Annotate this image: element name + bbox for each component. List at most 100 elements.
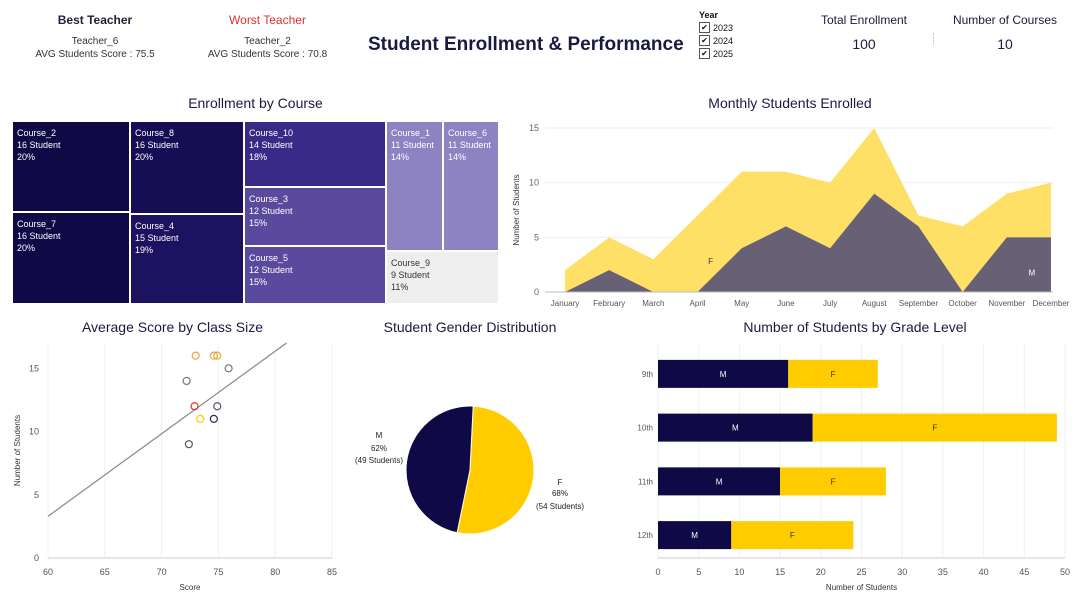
hbar-category-label: 11th — [638, 477, 653, 486]
total-enrollment-value: 100 — [852, 36, 876, 52]
hbar-xtick-label: 30 — [897, 567, 907, 577]
area-series-label-m: M — [1028, 269, 1035, 278]
scatter-xtick-label: 60 — [43, 567, 53, 577]
hbar-xtick-label: 20 — [816, 567, 826, 577]
pie-slice-M — [405, 405, 474, 534]
pie-slice-F — [456, 405, 535, 535]
scatter-ytick-label: 10 — [29, 427, 39, 437]
treemap-tile-course-3[interactable]: Course_3 12 Student 15% — [244, 187, 386, 246]
best-teacher-score: AVG Students Score : 75.5 — [35, 49, 155, 60]
treemap-tile-course-5[interactable]: Course_5 12 Student 15% — [244, 246, 386, 304]
pie-label-f-name: F — [558, 478, 563, 487]
scatter-point — [182, 376, 191, 386]
year-option-2025[interactable]: ✔ 2025 — [699, 47, 733, 60]
num-courses-label: Number of Courses — [952, 13, 1058, 27]
area-xtick-label: October — [948, 299, 977, 308]
scatter-xtick-label: 70 — [157, 567, 167, 577]
treemap-tile-course-1[interactable]: Course_1 11 Student 14% — [386, 121, 443, 251]
scatter-point — [209, 351, 218, 360]
area-xtick-label: February — [593, 299, 625, 308]
hbar-segment-M — [658, 521, 732, 550]
hbar-segment-label: M — [732, 424, 739, 433]
hbar-segment-label: M — [720, 370, 727, 379]
area-xtick-label: March — [642, 299, 664, 308]
area-ytick-label: 0 — [534, 287, 539, 297]
area-xtick-label: January — [551, 299, 579, 308]
scatter-ytick-label: 0 — [34, 553, 39, 563]
hbar-segment-F — [780, 467, 886, 496]
treemap-title: Enrollment by Course — [188, 95, 323, 111]
scatter-ytick-label: 5 — [34, 490, 39, 500]
area-xtick-label: December — [1033, 299, 1070, 308]
scatter-trend-line — [47, 342, 287, 517]
hbar-category-label: 12th — [637, 531, 653, 540]
pie-label-m-count: (49 Students) — [355, 456, 403, 465]
scatter-point — [184, 440, 193, 449]
hbar-xtick-label: 40 — [979, 567, 989, 577]
worst-teacher-name: Teacher_2 — [244, 36, 291, 47]
hbar-segment-F — [731, 521, 854, 550]
hbar-segment-M — [658, 413, 813, 442]
area-ytick-label: 5 — [534, 232, 539, 242]
treemap-tile-course-9[interactable]: Course_9 9 Student 11% — [386, 251, 499, 304]
best-teacher-label: Best Teacher — [57, 13, 133, 27]
hbar-segment-label: F — [831, 370, 836, 379]
scatter-xtick-label: 65 — [100, 567, 110, 577]
year-option-2023[interactable]: ✔ 2023 — [699, 21, 733, 34]
treemap-tile-course-2[interactable]: Course_2 16 Student 20% — [12, 121, 130, 212]
treemap-tile-course-7[interactable]: Course_7 16 Student 20% — [12, 212, 130, 304]
year-option-2024[interactable]: ✔ 2024 — [699, 34, 733, 47]
area-chart-title: Monthly Students Enrolled — [708, 95, 872, 111]
hbar-xtick-label: 45 — [1019, 567, 1029, 577]
hbar-segment-F — [812, 413, 1057, 442]
hbar-segment-M — [658, 359, 789, 388]
hbar-segment-label: F — [790, 531, 795, 540]
score-scatter-chart: 60 65 70 75 80 85 0 5 10 15 Score Number of Student… — [13, 342, 337, 592]
area-series-M — [565, 193, 1051, 292]
scatter-point — [196, 414, 205, 423]
scatter-xtick-label: 75 — [213, 567, 223, 577]
pie-label-f-count: (54 Students) — [536, 502, 584, 511]
scatter-xtick-label: 85 — [327, 567, 337, 577]
treemap-tile-course-6[interactable]: Course_6 11 Student 14% — [443, 121, 499, 251]
best-teacher-name: Teacher_6 — [71, 36, 119, 47]
pie-label-f-pct: 68% — [552, 489, 568, 498]
treemap-tile-course-8[interactable]: Course_8 16 Student 20% — [130, 121, 244, 214]
scatter-point — [224, 364, 233, 373]
hbar-x-axis-label: Number of Students — [826, 583, 897, 592]
treemap-tile-course-10[interactable]: Course_10 14 Student 18% — [244, 121, 386, 187]
checkbox-icon[interactable]: ✔ — [699, 35, 710, 46]
area-y-axis-label: Number of Students — [512, 174, 521, 245]
scatter-point — [213, 402, 222, 411]
scatter-xtick-label: 80 — [270, 567, 280, 577]
scatter-point — [213, 351, 222, 360]
scatter-point — [190, 402, 199, 411]
monthly-enrolled-chart: 0 5 10 15 Number of Students January February M… — [512, 123, 1070, 308]
total-enrollment-label: Total Enrollment — [820, 13, 908, 27]
enrollment-treemap: Course_2 16 Student 20% Course_7 16 Student… — [12, 121, 499, 304]
hbar-xtick-label: 0 — [655, 567, 660, 577]
hbar-xtick-label: 5 — [696, 567, 701, 577]
grade-level-bar-chart: 0 5 10 15 20 25 30 35 40 45 50 9th M F 10th M F 11th M F 12t… — [637, 343, 1070, 592]
area-ytick-label: 10 — [529, 178, 539, 188]
num-courses-value: 10 — [997, 36, 1013, 52]
pie-label-m-name: M — [376, 431, 383, 440]
hbar-segment-M — [658, 467, 781, 496]
area-xtick-label: June — [777, 299, 795, 308]
hbar-xtick-label: 25 — [856, 567, 866, 577]
hbar-xtick-label: 50 — [1060, 567, 1070, 577]
scatter-title: Average Score by Class Size — [81, 319, 264, 335]
pie-label-m-pct: 62% — [371, 444, 387, 453]
area-xtick-label: July — [823, 299, 837, 308]
gender-pie-chart: F 68% (54 Students) M 62% (49 Students) — [355, 405, 584, 535]
hbar-segment-label: M — [691, 531, 698, 540]
checkbox-icon[interactable]: ✔ — [699, 22, 710, 33]
area-xtick-label: April — [690, 299, 706, 308]
hbar-category-label: 9th — [642, 370, 653, 379]
year-filter-label: Year — [699, 10, 719, 20]
kpi-divider — [933, 33, 935, 45]
page-title: Student Enrollment & Performance — [368, 34, 684, 55]
treemap-tile-course-4[interactable]: Course_4 15 Student 19% — [130, 214, 244, 304]
hbar-segment-label: F — [932, 424, 937, 433]
checkbox-icon[interactable]: ✔ — [699, 48, 710, 59]
